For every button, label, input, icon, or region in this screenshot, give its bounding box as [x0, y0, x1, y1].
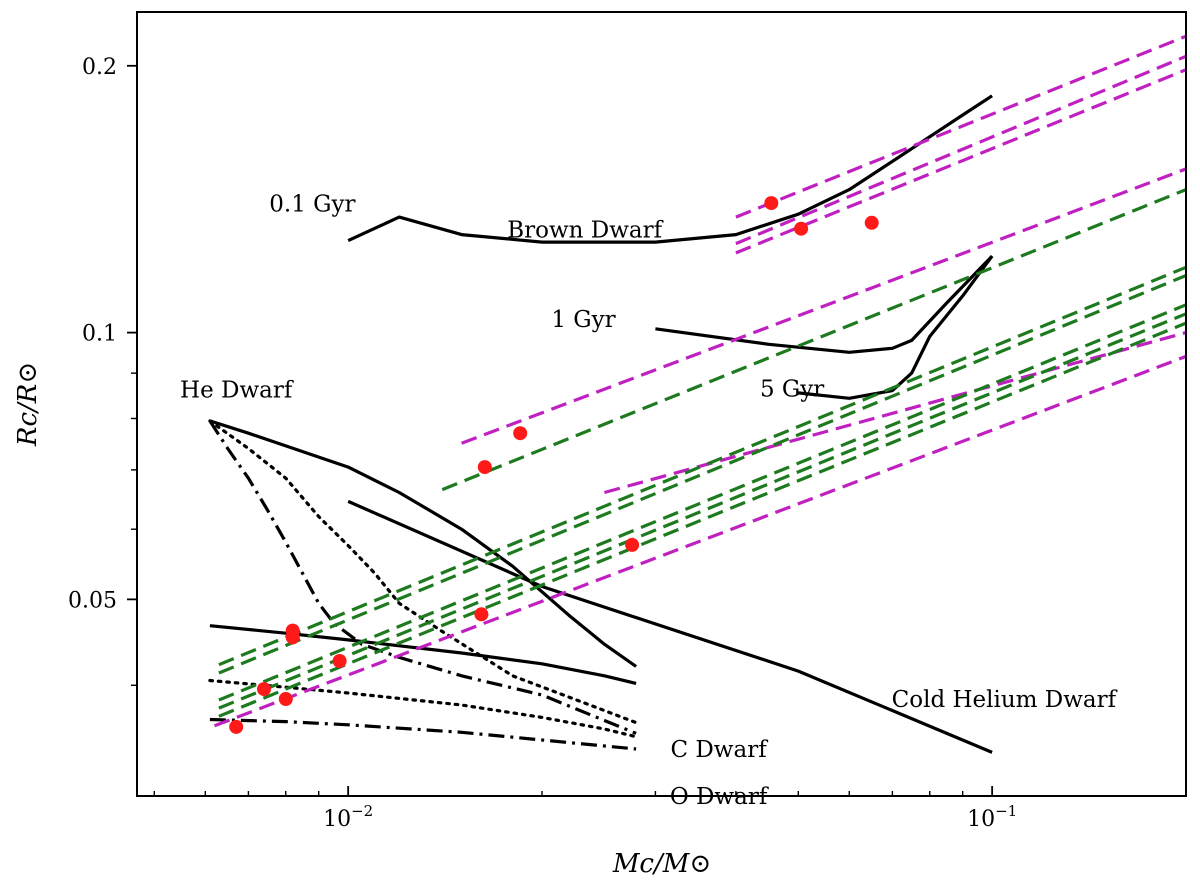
tick-layer: 10−2 10−1 0.2 0.1 0.05 — [68, 55, 1187, 832]
series-line-7: C Dwarf lower track — [208, 678, 638, 739]
data-point-marker — [794, 221, 809, 236]
series-line-9: O Dwarf lower track — [209, 717, 637, 751]
series-line-1: Brown Dwarf 1 Gyr — [655, 254, 994, 354]
series-line-3: He Dwarf — [209, 419, 638, 668]
series-line-5: He Dwarf lower track — [209, 624, 637, 685]
y-tick-label: 0.05 — [68, 588, 117, 613]
data-point-marker — [332, 654, 347, 668]
data-point-marker — [477, 460, 492, 475]
data-point-marker — [625, 537, 640, 552]
series-line-19: green 4 — [218, 303, 1186, 702]
annotation-label: O Dwarf — [670, 784, 769, 810]
series-line-10: magenta 1 — [735, 34, 1186, 219]
data-point-marker — [513, 426, 528, 441]
annotation-label: C Dwarf — [670, 737, 768, 763]
series-line-8: O Dwarf — [208, 420, 637, 735]
series-line-21: green 6 — [218, 321, 1186, 718]
annotation-label: 5 Gyr — [760, 377, 824, 403]
series-line-18: green 3 — [218, 274, 1186, 675]
data-point-marker — [257, 682, 271, 697]
marker-layer — [229, 196, 879, 734]
y-axis-label: Rc/R⊙ — [13, 362, 43, 447]
data-point-marker — [474, 607, 489, 622]
series-line-16: green 1 — [441, 188, 1186, 492]
data-point-marker — [229, 719, 244, 734]
series-line-20: green 5 — [218, 312, 1186, 710]
series-line-12: magenta 3 — [735, 68, 1186, 255]
series-line-13: magenta 4 — [461, 167, 1186, 445]
annotation-label: 1 Gyr — [551, 307, 615, 333]
y-tick-label: 0.2 — [82, 55, 117, 80]
plot-frame — [136, 11, 1187, 797]
series-line-0: Brown Dwarf 0.1 Gyr — [347, 94, 993, 244]
annotation-label: Brown Dwarf — [507, 218, 663, 244]
series-line-17: green 2 — [218, 265, 1186, 667]
data-point-marker — [864, 215, 879, 230]
series-line-6: C Dwarf — [208, 419, 638, 725]
x-tick-label: 10−1 — [967, 802, 1017, 832]
data-point-marker — [764, 196, 779, 211]
x-axis-label: Mc/M⊙ — [612, 849, 711, 879]
annotation-label: 0.1 Gyr — [269, 191, 355, 217]
series-line-15: magenta 6 — [603, 331, 1186, 495]
series-line-11: magenta 2 — [735, 54, 1186, 246]
data-point-marker — [278, 692, 293, 706]
series-line-2: Brown Dwarf 5 Gyr — [798, 255, 994, 400]
data-point-marker — [285, 630, 300, 645]
annotation-label: Cold Helium Dwarf — [892, 687, 1118, 713]
annotation-label: He Dwarf — [180, 377, 294, 403]
x-tick-label: 10−2 — [323, 802, 373, 832]
y-tick-label: 0.1 — [82, 322, 117, 347]
series-line-4: Cold Helium Dwarf — [347, 499, 993, 754]
series-line-14: magenta 5 — [213, 354, 1186, 728]
